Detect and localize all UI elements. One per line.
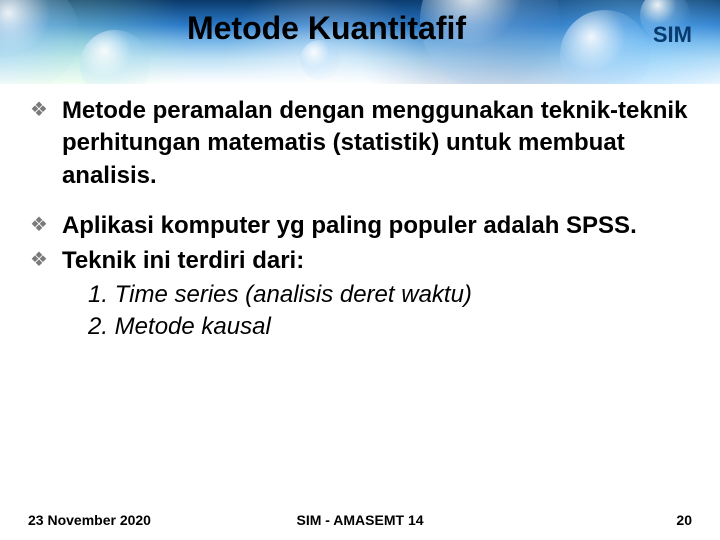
diamond-bullet-icon: ❖ — [30, 97, 48, 124]
numbered-item: 1. Time series (analisis deret waktu) — [88, 279, 690, 311]
slide-content: ❖ Metode peramalan dengan menggunakan te… — [30, 95, 690, 344]
bullet-item: ❖ Teknik ini terdiri dari: — [30, 245, 690, 277]
footer-center: SIM - AMASEMT 14 — [296, 512, 423, 528]
diamond-bullet-icon: ❖ — [30, 247, 48, 274]
numbered-item: 2. Metode kausal — [88, 311, 690, 343]
footer-page-number: 20 — [676, 512, 692, 528]
bullet-item: ❖ Aplikasi komputer yg paling populer ad… — [30, 210, 690, 242]
bullet-text: Teknik ini terdiri dari: — [62, 245, 304, 277]
slide-title: Metode Kuantitafif — [187, 10, 466, 47]
bullet-item: ❖ Metode peramalan dengan menggunakan te… — [30, 95, 690, 192]
numbered-list: 1. Time series (analisis deret waktu) 2.… — [30, 279, 690, 344]
course-label: SIM — [653, 22, 692, 48]
bullet-text: Aplikasi komputer yg paling populer adal… — [62, 210, 637, 242]
bullet-text: Metode peramalan dengan menggunakan tekn… — [62, 95, 690, 192]
diamond-bullet-icon: ❖ — [30, 212, 48, 239]
slide-footer: 23 November 2020 SIM - AMASEMT 14 20 — [0, 512, 720, 528]
footer-date: 23 November 2020 — [28, 512, 151, 528]
slide-header: Metode Kuantitafif SIM — [0, 0, 720, 84]
